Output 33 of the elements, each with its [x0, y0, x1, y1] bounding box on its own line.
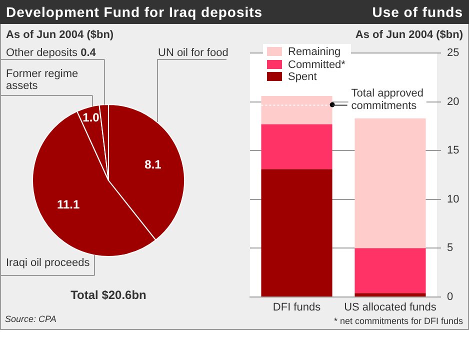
data-label: 11.1	[56, 197, 80, 212]
slice-label: Iraqi oil proceeds	[6, 257, 90, 269]
bar	[261, 169, 332, 296]
data-label: 1.0	[82, 110, 100, 125]
x-tick-label: DFI funds	[272, 302, 322, 314]
ref-line-label: Total approved commitments	[351, 87, 424, 112]
bar	[354, 293, 426, 296]
chart-subtitle: As of Jun 2004 ($bn)	[355, 29, 463, 41]
data-label: 8.1	[144, 157, 162, 172]
bar	[354, 118, 426, 248]
text: Total $20.6bn	[70, 288, 148, 302]
bar	[354, 248, 426, 294]
bar	[261, 124, 332, 170]
x-tick-label: US allocated funds	[344, 302, 437, 314]
y-tick-label: 15	[447, 144, 460, 157]
chart-title: Development Fund for Iraq deposits	[6, 4, 263, 20]
bar	[261, 96, 332, 124]
slice-label: UN oil for food	[158, 47, 228, 59]
slice-label: Former regime assets	[6, 68, 78, 92]
y-tick-label: 0	[447, 291, 454, 304]
legend-label: Remaining	[287, 46, 342, 58]
legend-label: Spent	[287, 71, 318, 84]
y-tick-label: 20	[447, 96, 460, 108]
y-tick-label: 10	[447, 193, 460, 206]
legend-label: Committed*	[287, 58, 346, 71]
data-label: 0.4	[80, 47, 97, 59]
source-note: Source: CPA	[5, 314, 56, 324]
chart-subtitle: As of Jun 2004 ($bn)	[6, 29, 114, 41]
text: * net commitments for DFI funds	[334, 316, 463, 326]
slice-label: Other deposits	[6, 47, 78, 59]
y-tick-label: 5	[447, 242, 454, 254]
y-tick-label: 25	[447, 47, 460, 60]
chart-title: Use of funds	[372, 4, 463, 20]
